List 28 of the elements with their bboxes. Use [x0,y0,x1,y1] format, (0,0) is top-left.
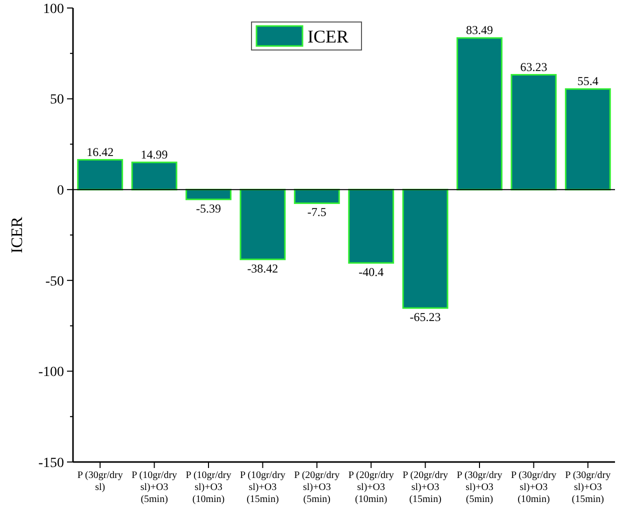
x-tick-label: P (10gr/dry sl)+O3 (15min) [240,470,286,505]
x-tick-label: P (30gr/dry sl)+O3 (15min) [565,470,611,505]
data-label: -7.5 [307,205,326,220]
y-tick-label: -100 [38,365,64,380]
y-tick-label: 0 [57,184,64,198]
x-tick-label: P (10gr/dry sl)+O3 (10min) [186,470,232,505]
y-tick-label: -150 [38,456,64,471]
data-label: -5.39 [196,201,221,216]
x-tick-label: P (20gr/dry sl)+O3 (15min) [402,470,448,505]
y-tick-label: 100 [43,2,64,17]
data-label: 14.99 [140,147,168,162]
y-tick-label: -50 [45,274,64,290]
x-tick-label: P (30gr/dry sl)+O3 (10min) [510,470,556,505]
y-axis-title: ICER [9,216,26,254]
legend-label: ICER [308,26,349,46]
x-tick-label: P (30gr/dry sl)+O3 (5min) [456,470,502,505]
x-tick-label: P (20gr/dry sl)+O3 (10min) [348,470,394,505]
data-label: 63.23 [520,60,548,74]
data-label: 55.4 [577,74,598,88]
x-tick-label: P (10gr/dry sl)+O3 (5min) [132,470,178,505]
data-label: -40.4 [358,264,384,279]
x-tick-label: P (20gr/dry sl)+O3 (5min) [294,470,340,505]
data-label: 16.42 [86,144,114,159]
data-label: -65.23 [410,310,441,324]
y-tick-label: 50 [50,92,64,108]
x-tick-label: P (30gr/dry sl) [77,470,123,493]
data-label: -38.42 [247,261,278,276]
data-label: 83.49 [466,22,493,37]
